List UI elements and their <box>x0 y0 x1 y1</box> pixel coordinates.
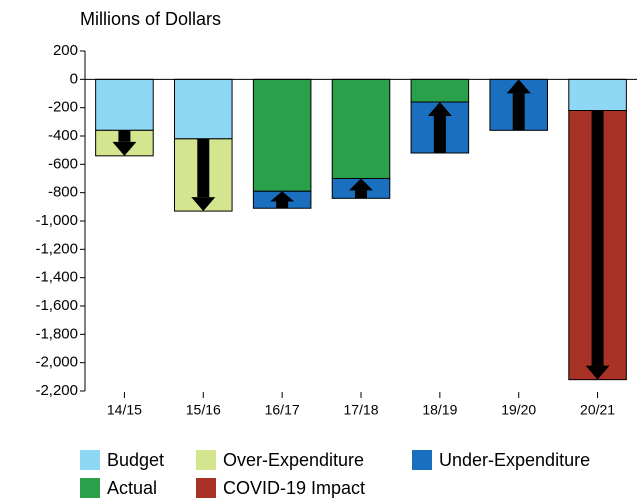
arrow-head <box>427 102 452 116</box>
arrow-head <box>112 141 137 156</box>
arrow-head <box>349 178 373 191</box>
bar-segment <box>174 78 233 140</box>
legend-label: Budget <box>107 450 164 470</box>
y-tick-label: -400 <box>48 127 78 144</box>
x-tick-label: 15/16 <box>186 402 221 418</box>
legend-swatch <box>80 450 100 470</box>
y-tick-label: 200 <box>53 42 78 59</box>
arrow-shaft <box>197 138 210 198</box>
arrow-shaft <box>433 116 446 153</box>
chart-title: Millions of Dollars <box>80 9 221 29</box>
y-tick-label: -600 <box>48 155 78 172</box>
arrow-head <box>270 191 295 202</box>
y-tick-label: -1,000 <box>35 212 78 229</box>
arrow-shaft <box>512 93 525 131</box>
y-tick-label: -2,000 <box>35 354 78 371</box>
legend-swatch <box>196 450 216 470</box>
legend-label: Under-Expenditure <box>439 450 590 470</box>
x-tick-label: 14/15 <box>107 402 142 418</box>
arrow-shaft <box>355 190 367 199</box>
x-tick-label: 16/17 <box>265 402 300 418</box>
arrow-shaft <box>276 201 289 209</box>
bar-segment <box>252 78 312 192</box>
x-tick-label: 20/21 <box>580 402 615 418</box>
arrow-head <box>585 365 610 380</box>
y-tick-label: -1,200 <box>35 240 78 257</box>
legend-label: COVID-19 Impact <box>223 478 365 498</box>
arrow-head <box>506 79 531 94</box>
y-tick-label: -800 <box>48 184 78 201</box>
y-tick-label: -200 <box>48 99 78 116</box>
y-tick-label: -1,600 <box>35 297 78 314</box>
bar-segment <box>95 78 154 131</box>
bar-segment <box>410 78 470 103</box>
y-tick-label: 0 <box>70 70 78 87</box>
y-tick-label: -1,400 <box>35 269 78 286</box>
bar-segment <box>331 78 391 179</box>
x-tick-label: 17/18 <box>343 402 378 418</box>
bar-segment <box>568 78 627 112</box>
arrow-head <box>191 197 216 212</box>
arrow-shaft <box>591 110 604 366</box>
legend-swatch <box>412 450 432 470</box>
legend-swatch <box>80 478 100 498</box>
legend-label: Actual <box>107 478 157 498</box>
y-tick-label: -2,200 <box>35 382 78 399</box>
x-tick-label: 18/19 <box>422 402 457 418</box>
legend-label: Over-Expenditure <box>223 450 364 470</box>
y-tick-label: -1,800 <box>35 325 78 342</box>
x-tick-label: 19/20 <box>501 402 536 418</box>
legend-swatch <box>196 478 216 498</box>
arrow-shaft <box>118 130 131 142</box>
